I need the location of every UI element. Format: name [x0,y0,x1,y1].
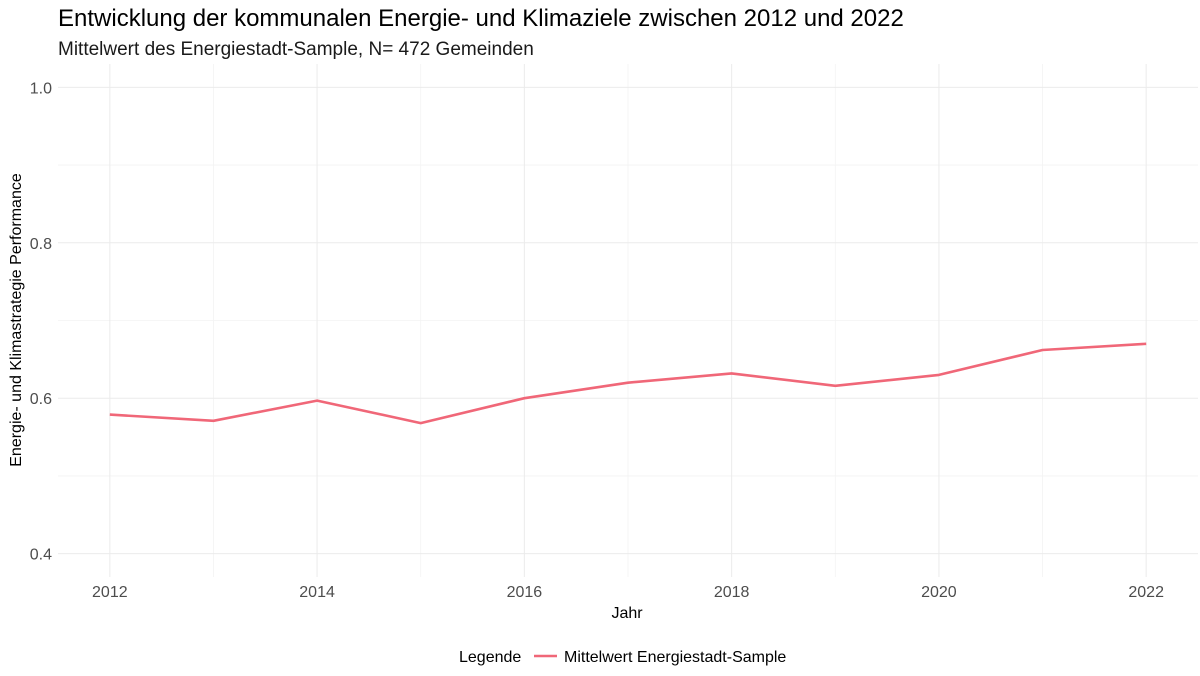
x-tick-label: 2022 [1128,584,1164,601]
y-axis-title: Energie- und Klimastrategie Performance [8,173,25,467]
y-tick-label: 1.0 [30,80,52,97]
legend-title: Legende [459,649,521,666]
chart-subtitle: Mittelwert des Energiestadt-Sample, N= 4… [58,39,534,60]
x-tick-label: 2014 [299,584,335,601]
grid [58,64,1198,577]
series-layer [109,342,1147,425]
legend-label: Mittelwert Energiestadt-Sample [564,649,786,666]
legend: Legende Mittelwert Energiestadt-Sample [459,649,786,666]
y-axis-ticks: 0.4 0.6 0.8 1.0 [30,80,52,563]
x-tick-label: 2012 [92,584,128,601]
y-tick-label: 0.4 [30,547,52,564]
x-tick-label: 2016 [507,584,543,601]
chart-title: Entwicklung der kommunalen Energie- und … [58,5,904,32]
x-tick-label: 2020 [921,584,957,601]
x-axis-ticks: 2012 2014 2016 2018 2020 2022 [92,584,1164,601]
y-tick-label: 0.6 [30,391,52,408]
y-tick-label: 0.8 [30,236,52,253]
series-line [109,342,1147,425]
x-axis-title: Jahr [611,605,643,622]
x-tick-label: 2018 [714,584,750,601]
